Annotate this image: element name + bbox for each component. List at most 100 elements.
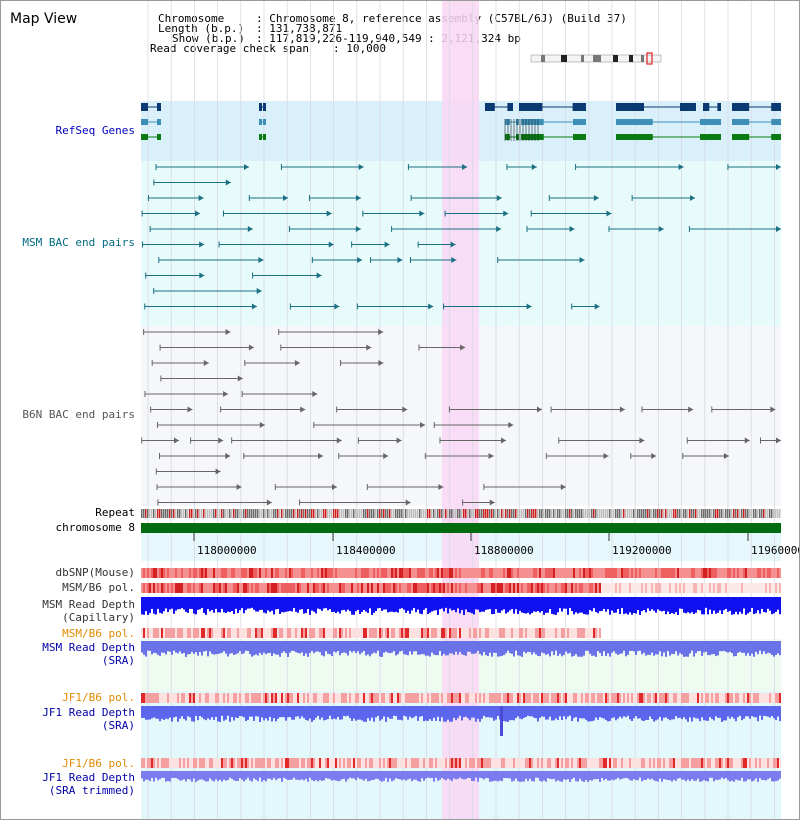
heat-cell [479,568,481,578]
depth-bar [725,771,727,778]
heat-cell [609,583,611,593]
heat-cell [319,583,321,593]
depth-bar [317,771,319,782]
heat-cell [237,758,239,768]
repeat-mark [281,509,283,518]
repeat-mark [225,509,227,518]
heat-cell [395,693,397,703]
b6n-pair-arrow [603,453,609,459]
heat-cell [471,583,473,593]
heat-cell [659,568,661,578]
heat-cell [671,758,673,768]
depth-bar [495,597,497,610]
heat-cell [383,628,385,638]
heat-cell [307,693,309,703]
depth-bar [509,597,511,611]
depth-bar [759,597,761,614]
depth-bar [555,641,557,651]
depth-bar [621,597,623,609]
heat-cell [375,693,377,703]
depth-bar [481,641,483,656]
heat-cell [403,628,405,638]
depth-bar [779,706,781,722]
repeat-mark [197,509,199,518]
depth-bar [757,641,759,655]
depth-bar [517,641,519,656]
repeat-mark [603,509,605,518]
depth-bar [349,597,351,612]
heat-cell [647,568,649,578]
depth-bar [625,597,627,614]
depth-bar [529,597,531,615]
depth-bar [527,597,529,613]
msm-pair-arrow [198,195,204,201]
depth-bar [169,706,171,718]
depth-bar [149,771,151,782]
depth-bar [741,641,743,653]
repeat-mark [449,509,451,518]
depth-bar [475,641,477,654]
depth-bar [205,706,207,721]
depth-bar [613,597,615,613]
repeat-mark [539,509,541,518]
heat-cell [705,583,707,593]
repeat-mark [447,509,449,518]
heat-cell [525,628,527,638]
heat-cell [585,568,587,578]
repeat-mark [293,509,295,518]
heat-cell [311,628,313,638]
heat-cell [397,693,399,703]
depth-bar [411,597,413,611]
depth-bar [475,771,477,778]
heat-cell [461,693,463,703]
depth-bar [439,641,441,651]
heat-cell [275,583,277,593]
heat-cell [221,628,223,638]
heat-cell [735,568,737,578]
repeat-mark [425,509,427,518]
gene-exon [259,103,262,111]
depth-bar [511,771,513,782]
depth-bar [639,597,641,615]
depth-bar [409,641,411,652]
heat-cell [687,693,689,703]
heat-cell [213,693,215,703]
depth-bar [509,771,511,779]
heat-cell [497,758,499,768]
heat-cell [299,628,301,638]
heat-cell [225,568,227,578]
repeat-mark [663,509,665,518]
heat-cell [697,568,699,578]
depth-bar [341,706,343,720]
depth-bar [633,641,635,652]
heat-cell [197,758,199,768]
heat-cell [645,758,647,768]
heat-cell [589,568,591,578]
gene-exon [157,119,161,125]
heat-cell [689,758,691,768]
heat-cell [555,758,557,768]
depth-bar [219,641,221,654]
repeat-mark [325,509,327,518]
repeat-mark [761,509,763,518]
repeat-mark [145,509,147,518]
repeat-mark [275,509,277,518]
depth-bar [475,706,477,722]
heat-cell [711,583,713,593]
heat-cell [633,758,635,768]
depth-bar [149,641,151,651]
repeat-mark [699,509,701,518]
depth-bar [491,597,493,615]
heat-cell [473,568,475,578]
depth-bar [251,597,253,608]
depth-bar [185,597,187,612]
depth-bar [313,706,315,721]
depth-bar [727,641,729,653]
heat-cell [333,693,335,703]
depth-bar [739,771,741,781]
heat-cell [503,758,505,768]
heat-cell [297,693,299,703]
depth-bar [523,771,525,782]
heat-cell [409,583,411,593]
